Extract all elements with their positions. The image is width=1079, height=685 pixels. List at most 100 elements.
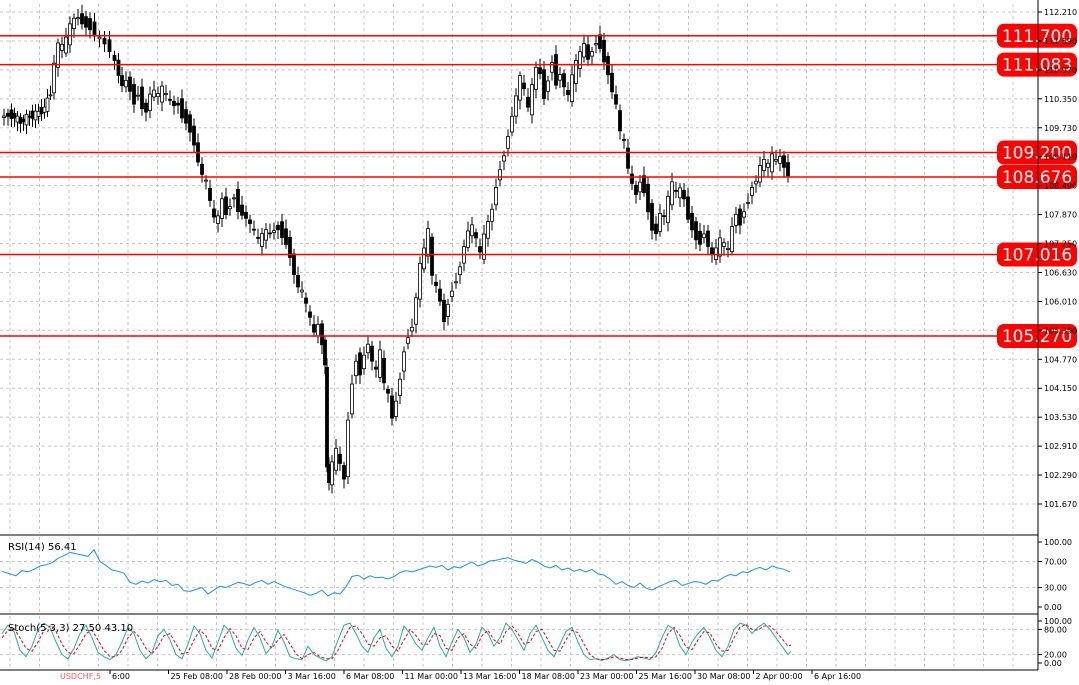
candle-bear <box>176 102 180 106</box>
x-tick-label: 3 Mar 16:00 <box>288 672 336 681</box>
candle-bear <box>674 189 678 192</box>
candle-bear <box>342 465 346 480</box>
candle-bear <box>626 147 630 169</box>
candle-bull <box>42 106 47 113</box>
candle-bull <box>486 221 490 239</box>
x-tick-label: 25 Mar 16:00 <box>639 672 692 681</box>
rsi-label: RSI(14) 56.41 <box>8 542 77 553</box>
candle-bear <box>244 211 248 219</box>
candle-bear <box>276 224 280 231</box>
candle-bear <box>212 208 216 218</box>
candle-bear <box>180 98 184 119</box>
level-badge-label: 108.676 <box>1002 168 1072 188</box>
candle-bear <box>240 204 244 216</box>
candle-bull <box>24 114 29 126</box>
candle-bear <box>132 84 136 105</box>
level-badge <box>997 164 1077 189</box>
candle-bull <box>702 233 706 239</box>
candle-bull <box>754 180 758 185</box>
candle-bull <box>678 187 682 199</box>
level-badge-label: 107.016 <box>1002 245 1072 265</box>
candle-bull <box>52 62 56 94</box>
indicator-tick-label: 0.00 <box>1044 603 1062 612</box>
candle-bear <box>710 247 714 255</box>
candle-bull <box>502 155 506 162</box>
candle-bear <box>84 16 88 28</box>
y-tick-label: 109.110 <box>1044 153 1077 162</box>
grid <box>0 4 1038 668</box>
series-line-main <box>1 622 792 662</box>
y-tick-label: 107.250 <box>1044 240 1077 249</box>
candle-bear <box>21 118 26 123</box>
candle-bull <box>494 187 498 206</box>
candle-bull <box>354 360 358 377</box>
candle-bear <box>438 288 442 302</box>
price-panel <box>2 4 790 494</box>
candle-bear <box>618 110 622 132</box>
candle-bull <box>394 400 398 417</box>
x-tick-label: 23 Mar 00:00 <box>580 672 633 681</box>
candle-bear <box>323 339 327 366</box>
candle-bull <box>458 266 462 276</box>
indicator-tick-label: 70.00 <box>1044 558 1067 567</box>
candle-bull <box>402 351 406 372</box>
candle-bear <box>208 188 212 201</box>
y-tick-label: 109.730 <box>1044 124 1077 133</box>
candle-bear <box>304 297 308 304</box>
x-tick-label: 11 Mar 00:00 <box>405 672 458 681</box>
candle-bear <box>200 163 204 175</box>
candle-bull <box>558 74 562 81</box>
candle-bull <box>64 36 68 54</box>
candle-bear <box>292 253 296 276</box>
candle-bull <box>398 378 402 396</box>
candle-bull <box>346 419 350 478</box>
indicator-tick-label: 30.00 <box>1044 584 1067 593</box>
candle-bull <box>658 213 662 232</box>
candle-bull <box>48 94 53 97</box>
level-badge <box>997 242 1077 267</box>
rsi-panel <box>1 548 791 597</box>
candle-bear <box>474 232 478 239</box>
candle-bear <box>188 114 192 133</box>
candle-bull <box>68 23 72 46</box>
candle-bear <box>280 221 284 238</box>
level-badge <box>997 323 1077 348</box>
level-badge-label: 111.700 <box>1002 27 1072 47</box>
candle-bull <box>300 289 304 293</box>
candle-bear <box>622 139 626 141</box>
candle-bull <box>726 247 730 250</box>
candle-bull <box>510 115 514 133</box>
candle-bull <box>160 85 164 103</box>
candle-bear <box>358 352 362 376</box>
candle-bear <box>646 183 650 213</box>
candle-bear <box>566 89 570 95</box>
candle-bear <box>602 39 606 63</box>
candle-bear <box>320 323 324 346</box>
candle-bull <box>466 230 470 248</box>
candle-bull <box>778 155 782 164</box>
candle-bull <box>362 354 366 370</box>
series-line-signal <box>1 623 792 661</box>
x-tick-label: 28 Feb 00:00 <box>229 672 281 681</box>
candle-bull <box>414 297 418 325</box>
indicator-tick-label: 100.00 <box>1044 617 1072 626</box>
candle-bear <box>224 196 228 215</box>
candle-bear <box>256 236 260 239</box>
candle-bear <box>248 219 252 225</box>
candle-bull <box>550 62 554 73</box>
candle-bear <box>522 82 526 90</box>
x-tick-label: 6:00 <box>112 672 130 681</box>
series-line-rsi-14- <box>1 548 791 597</box>
level-badge <box>997 23 1077 48</box>
level-badge-label: 109.200 <box>1002 144 1072 164</box>
candle-bull <box>670 181 674 206</box>
y-tick-label: 101.670 <box>1044 500 1077 509</box>
candle-bull <box>36 110 41 117</box>
candle-bear <box>598 34 602 49</box>
candle-bull <box>220 198 224 219</box>
level-badge-label: 105.270 <box>1002 327 1072 347</box>
x-tick-label: 2 Apr 00:00 <box>756 672 803 681</box>
candle-bull <box>722 242 726 247</box>
